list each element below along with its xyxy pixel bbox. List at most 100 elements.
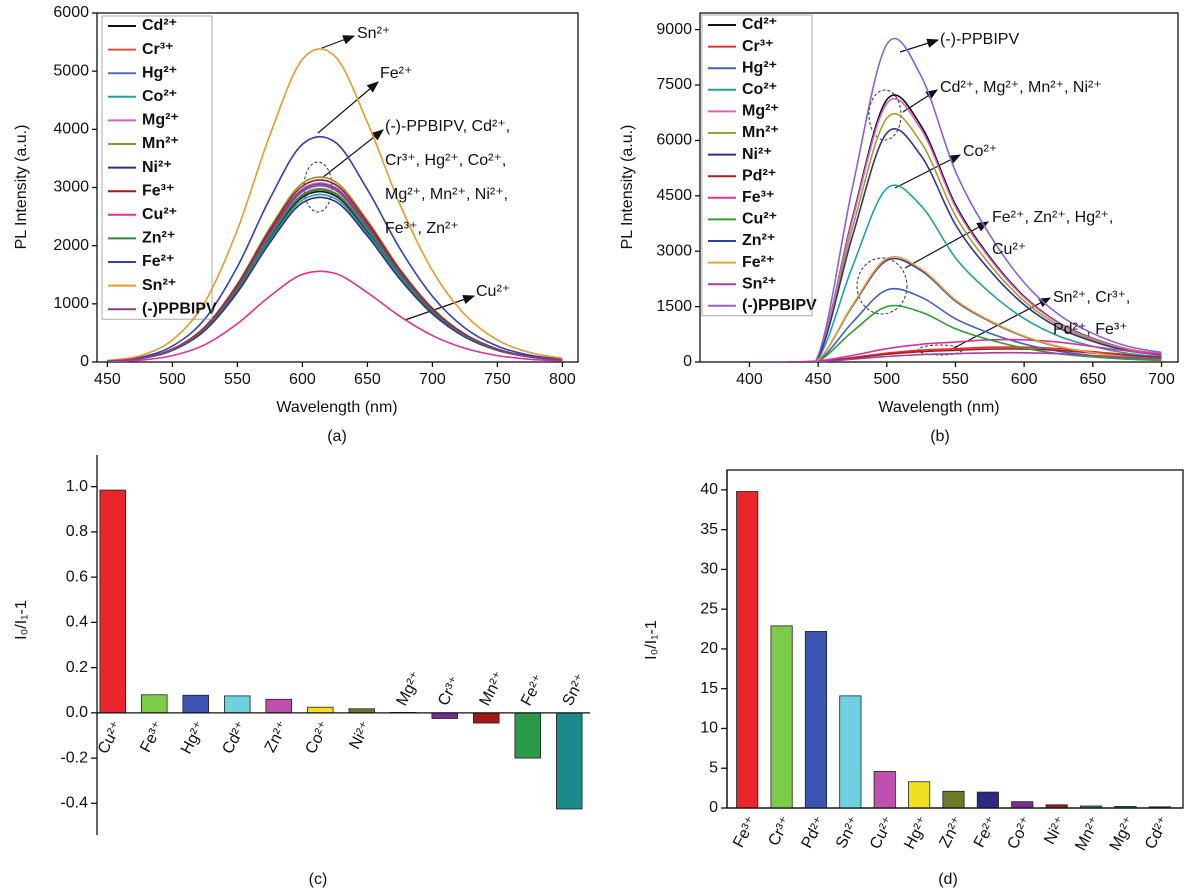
x-tick-label: 400 (736, 371, 763, 388)
y-tick-label: 0.6 (66, 568, 88, 585)
bar (472, 712, 500, 724)
x-tick-label: 500 (873, 371, 900, 388)
annotation: Sn²⁺, Cr³⁺, (1053, 289, 1130, 306)
series-line (107, 176, 563, 362)
y-tick-label: -0.4 (60, 795, 88, 812)
x-tick-label: Cd²⁺ (1142, 814, 1173, 852)
series-line (749, 255, 1162, 362)
y-axis-title: I₀/I₁-1 (643, 620, 660, 660)
x-tick-label: Zn²⁺ (937, 814, 967, 851)
y-tick-label: 0.0 (66, 704, 88, 721)
legend-label: Sn²⁺ (742, 275, 776, 292)
y-tick-label: 6000 (53, 4, 89, 21)
x-tick-label: 700 (419, 371, 446, 388)
y-tick-label: 0 (683, 353, 692, 370)
legend-box (701, 14, 813, 317)
x-tick-label: Cu²⁺ (95, 719, 126, 757)
legend-label: Ni²⁺ (142, 159, 172, 176)
y-tick-label: 9000 (656, 21, 692, 38)
y-tick-label: 1500 (656, 298, 692, 315)
legend-label: Hg²⁺ (742, 59, 777, 76)
x-tick-label: Hg²⁺ (178, 719, 209, 757)
y-axis-title: PL Intensity (a.u.) (619, 125, 636, 250)
legend-label: Zn²⁺ (142, 230, 175, 247)
legend-label: Sn²⁺ (142, 277, 176, 294)
y-axis-title: I₀/I₁-1 (13, 600, 30, 640)
annotation: (-)-PPBIPV (940, 31, 1019, 48)
bar (514, 712, 542, 759)
y-tick-label: 7500 (656, 76, 692, 93)
y-tick-label: 5000 (53, 62, 89, 79)
bar (908, 781, 931, 809)
x-tick-label: 500 (159, 371, 186, 388)
x-tick-label: 550 (224, 371, 251, 388)
y-tick-label: 1.0 (66, 478, 88, 495)
y-tick-label: 25 (700, 600, 718, 617)
bar (976, 791, 999, 809)
plot-frame (726, 469, 1184, 809)
y-tick-label: 20 (700, 640, 718, 657)
annotation: Cu²⁺ (992, 241, 1026, 258)
x-tick-label: Sn²⁺ (559, 671, 590, 708)
legend-label: Cu²⁺ (742, 211, 777, 228)
y-tick-label: 15 (700, 680, 718, 697)
legend-label: Pd²⁺ (742, 167, 776, 184)
x-tick-label: Zn²⁺ (262, 719, 292, 756)
x-tick-label: Co²⁺ (302, 719, 333, 757)
series-line (107, 48, 563, 362)
annotation: Cr³⁺, Hg²⁺, Co²⁺, (385, 152, 506, 169)
legend-label: Mg²⁺ (742, 103, 779, 120)
x-tick-label: Ni²⁺ (1041, 814, 1070, 847)
annotation: Fe³⁺, Zn²⁺ (385, 220, 459, 237)
bar (942, 790, 965, 809)
series-line (107, 183, 563, 362)
x-tick-label: 800 (549, 371, 576, 388)
legend-label: Cr³⁺ (142, 41, 174, 58)
bar (770, 625, 793, 809)
x-tick-label: Sn²⁺ (833, 814, 864, 851)
y-tick-label: 0.8 (66, 523, 88, 540)
legend-label: Cd²⁺ (742, 16, 777, 33)
annotation: (-)-PPBIPV, Cd²⁺, (385, 118, 510, 135)
x-tick-label: Mn²⁺ (476, 669, 508, 709)
x-tick-label: 550 (942, 371, 969, 388)
y-tick-label: 0 (709, 799, 718, 816)
y-tick-label: 2000 (53, 237, 89, 254)
series-line (749, 37, 1162, 362)
legend-label: (-)PPBIPV (742, 297, 817, 314)
x-tick-label: 600 (289, 371, 316, 388)
y-tick-label: 0.4 (66, 614, 88, 631)
x-tick-label: 450 (805, 371, 832, 388)
y-tick-label: 3000 (656, 242, 692, 259)
x-tick-label: Cd²⁺ (219, 719, 250, 757)
y-tick-label: 1000 (53, 295, 89, 312)
y-tick-label: 10 (700, 720, 718, 737)
x-tick-label: Fe²⁺ (518, 672, 548, 709)
plot-frame (699, 12, 1179, 363)
bar (140, 694, 168, 714)
annotation-marks (303, 35, 1052, 356)
annotation: Fe²⁺ (380, 65, 412, 82)
y-tick-label: 0 (80, 353, 89, 370)
bar (306, 706, 334, 714)
y-tick-label: 30 (700, 561, 718, 578)
legend-label: Cd²⁺ (142, 17, 177, 34)
bar (223, 695, 251, 714)
annotation: Fe²⁺, Zn²⁺, Hg²⁺, (992, 209, 1113, 226)
x-tick-label: 650 (354, 371, 381, 388)
x-axis-title: Wavelength (nm) (878, 399, 999, 416)
x-tick-label: Fe²⁺ (971, 814, 1001, 851)
y-tick-label: 4000 (53, 121, 89, 138)
bar (1011, 801, 1034, 809)
y-tick-label: 4500 (656, 187, 692, 204)
bar (431, 712, 459, 719)
series-line (749, 351, 1162, 362)
bar (873, 771, 896, 809)
y-tick-label: 5 (709, 759, 718, 776)
legend-label: Mg²⁺ (142, 112, 179, 129)
x-tick-label: Fe³⁺ (137, 719, 167, 756)
x-tick-label: Fe³⁺ (730, 814, 760, 851)
annotation: Cd²⁺, Mg²⁺, Mn²⁺, Ni²⁺ (940, 79, 1102, 96)
series-line (107, 135, 563, 362)
